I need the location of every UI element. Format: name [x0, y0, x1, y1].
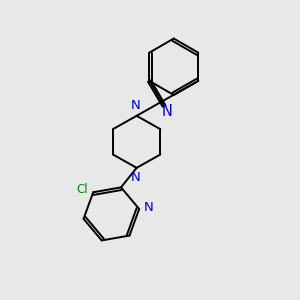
Text: N: N: [130, 171, 140, 184]
Text: N: N: [161, 104, 172, 119]
Text: Cl: Cl: [76, 183, 88, 196]
Text: N: N: [130, 99, 140, 112]
Text: N: N: [144, 201, 153, 214]
